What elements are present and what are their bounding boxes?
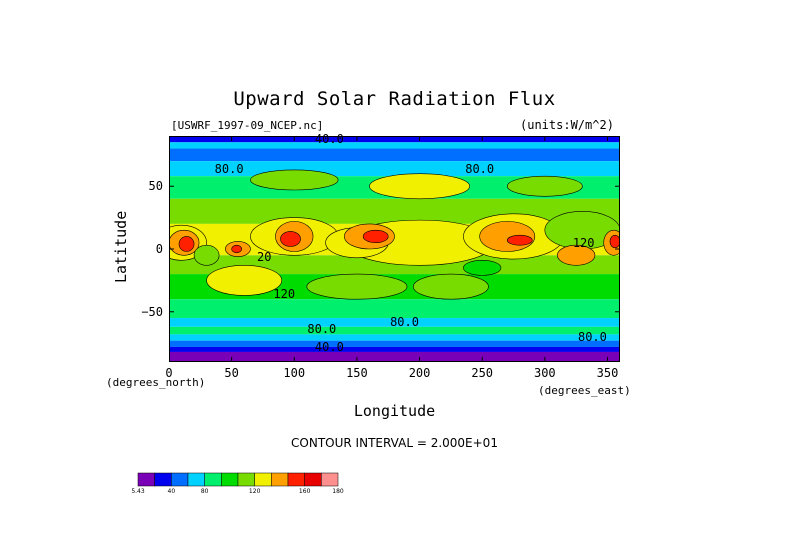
legend-label-3: 120 xyxy=(248,488,261,495)
legend-swatch-8 xyxy=(271,472,289,487)
contour-label-8: 80.0 xyxy=(577,329,607,344)
flux-region-10 xyxy=(362,229,389,244)
x-tick-label-3: 150 xyxy=(346,366,368,380)
legend-label-1: 40 xyxy=(167,488,176,495)
flux-map xyxy=(169,136,620,362)
legend-label-4: 160 xyxy=(298,488,311,495)
contour-label-9: 40.0 xyxy=(314,339,344,354)
x-axis-unit: (degrees_east) xyxy=(538,384,631,397)
y-tick-label-1: 0 xyxy=(155,242,163,256)
lat-band-0 xyxy=(169,136,620,143)
x-tick-label-0: 0 xyxy=(165,366,173,380)
flux-region-12 xyxy=(280,231,301,247)
contour-label-6: 80.0 xyxy=(390,314,419,329)
legend-swatch-9 xyxy=(287,472,305,487)
lat-band-10 xyxy=(169,318,620,327)
lat-band-14 xyxy=(169,346,620,352)
flux-region-23 xyxy=(250,169,339,191)
lat-band-13 xyxy=(169,340,620,347)
lat-band-2 xyxy=(169,148,620,162)
flux-region-7 xyxy=(306,273,408,300)
flux-region-22 xyxy=(369,173,470,200)
x-tick-label-5: 250 xyxy=(471,366,494,380)
lat-band-15 xyxy=(169,351,620,362)
y-tick-label-2: −50 xyxy=(141,304,163,319)
color-legend xyxy=(137,472,339,487)
flux-region-18 xyxy=(506,234,533,246)
legend-label-5: 180 xyxy=(332,488,344,495)
lat-band-9 xyxy=(169,299,620,319)
lat-band-7 xyxy=(169,255,620,275)
contour-label-3: 120 xyxy=(572,235,595,250)
legend-swatch-1 xyxy=(154,472,172,487)
y-axis-label: Latitude xyxy=(112,210,130,283)
lat-band-1 xyxy=(169,142,620,149)
chart-title: Upward Solar Radiation Flux xyxy=(233,88,556,110)
flux-region-26 xyxy=(463,259,502,276)
file-label: [USWRF_1997-09_NCEP.nc] xyxy=(171,119,324,132)
flux-region-25 xyxy=(193,244,220,266)
legend-swatch-10 xyxy=(304,472,322,487)
y-axis-unit: (degrees_north) xyxy=(106,376,206,389)
contour-label-4: 20 xyxy=(256,249,272,264)
lat-band-11 xyxy=(169,326,620,335)
flux-region-19 xyxy=(557,244,596,266)
x-tick-label-6: 300 xyxy=(533,366,556,380)
units-label: (units:W/m^2) xyxy=(520,118,614,132)
legend-swatch-0 xyxy=(137,472,155,487)
legend-swatch-2 xyxy=(171,472,189,487)
flux-region-8 xyxy=(412,273,489,300)
legend-label-2: 80 xyxy=(200,488,209,495)
x-tick-label-4: 200 xyxy=(408,366,431,380)
flux-region-6 xyxy=(206,265,283,296)
legend-swatch-7 xyxy=(254,472,272,487)
y-tick-label-0: 50 xyxy=(148,179,163,194)
legend-swatch-3 xyxy=(187,472,205,487)
contour-interval-label: CONTOUR INTERVAL = 2.000E+01 xyxy=(291,436,498,450)
legend-swatch-6 xyxy=(237,472,255,487)
legend-label-0: 5.43 xyxy=(131,488,145,495)
contour-label-1: 80.0 xyxy=(214,161,244,176)
flux-region-16 xyxy=(231,244,242,254)
contour-label-5: 120 xyxy=(273,287,296,302)
flux-region-24 xyxy=(506,175,583,197)
contour-label-2: 80.0 xyxy=(465,161,495,176)
contour-label-7: 80.0 xyxy=(307,322,337,337)
legend-swatch-4 xyxy=(204,472,222,487)
flux-region-14 xyxy=(178,236,195,252)
x-tick-label-1: 50 xyxy=(224,366,239,380)
flux-region-21 xyxy=(609,234,620,249)
x-tick-label-7: 350 xyxy=(596,366,619,380)
lat-band-12 xyxy=(169,334,620,341)
x-axis-label: Longitude xyxy=(353,402,436,420)
x-tick-label-2: 100 xyxy=(283,366,306,380)
legend-swatch-5 xyxy=(221,472,239,487)
contour-label-0: 40.0 xyxy=(314,131,344,146)
legend-swatch-11 xyxy=(321,472,339,487)
